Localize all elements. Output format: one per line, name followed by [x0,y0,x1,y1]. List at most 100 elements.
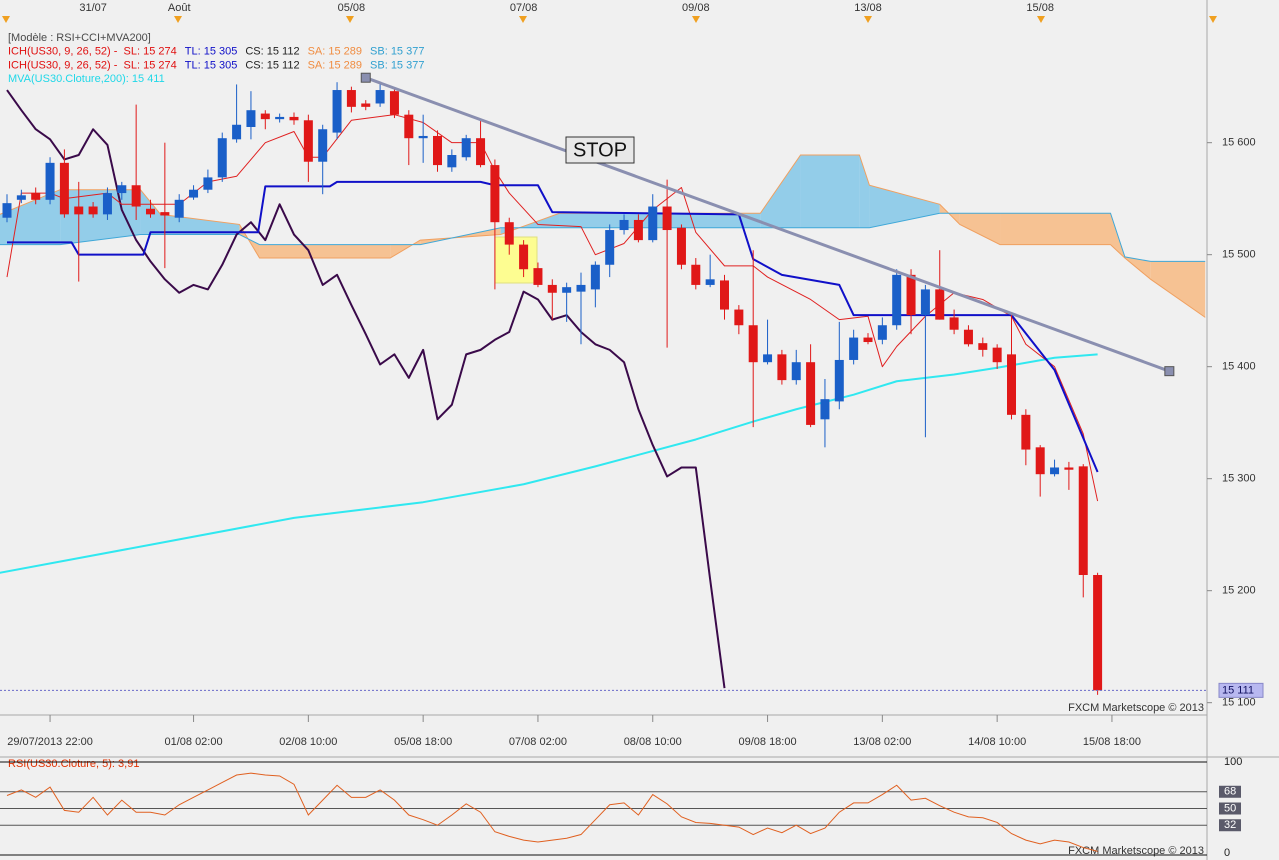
legend-entry: CS: 15 112 [245,46,299,58]
legend-entry: ICH(US30, 9, 26, 52) - SL: 15 274 [8,46,177,58]
candle-body [619,219,629,231]
y-tick-label: 15 600 [1222,137,1256,149]
candle-body [676,227,686,265]
candle-body [849,337,859,360]
candle-body [791,362,801,381]
legend-entry: [Modèle : RSI+CCI+MVA200] [8,32,151,44]
day-marker [346,16,354,23]
x-tick-label: 05/08 18:00 [394,736,452,748]
candle-body [246,110,256,127]
candle-body [1050,467,1060,475]
day-marker [864,16,872,23]
last-price-label: 15 111 [1222,684,1254,696]
y-tick-label: 15 300 [1222,473,1256,485]
x-tick-label: 13/08 02:00 [853,736,911,748]
date-label: 05/08 [338,2,366,14]
candle-body [174,199,184,218]
day-marker [1037,16,1045,23]
candle-body [533,268,543,285]
legend-row: ICH(US30, 9, 26, 52) - SL: 15 274 TL: 15 … [8,46,424,58]
candle-body [992,347,1002,363]
candle-body [820,399,830,420]
rsi-tick-label: 50 [1224,802,1236,814]
candle-body [332,90,342,133]
legend-entry: CS: 15 112 [245,59,299,71]
candle-body [777,354,787,381]
day-marker [2,16,10,23]
date-label: 09/08 [682,2,710,14]
candle-body [189,189,199,198]
y-tick-label: 15 400 [1222,361,1256,373]
candle-body [260,113,270,120]
candle-body [963,329,973,345]
y-tick-label: 15 500 [1222,249,1256,261]
x-tick-label: 15/08 18:00 [1083,736,1141,748]
day-marker [519,16,527,23]
x-tick-label: 09/08 18:00 [738,736,796,748]
x-tick-label: 07/08 02:00 [509,736,567,748]
candle-body [447,155,457,168]
candle-body [763,354,773,363]
rsi-level-box [1219,785,1241,798]
cloud-segment [869,185,940,228]
legend-entry: TL: 15 305 [185,59,238,71]
candle-body [74,206,84,215]
candle-body [2,203,12,218]
candle-body [748,325,758,363]
overlays: 31/07 Août 05/08 07/08 09/08 13/08 15/08 [0,2,1207,691]
candle-body [88,206,98,215]
candle-body [1007,354,1016,415]
candle-body [691,264,701,285]
trendline-handle [360,72,371,83]
stop-text: STOP [573,139,627,161]
candle-body [576,284,586,292]
rsi-tick-label: 32 [1224,819,1236,831]
candle-body [806,362,816,425]
candle-body [949,317,959,330]
candle-body [1093,575,1103,691]
legend: [Modèle : RSI+CCI+MVA200] ICH(US30, 9, 26… [8,32,424,85]
candle-body [834,359,844,402]
chikou-line [6,89,726,689]
candle-body [232,124,242,140]
cloud-segment [259,244,391,259]
legend-row: ICH(US30, 9, 26, 52) - SL: 15 274 TL: 15 … [8,59,424,71]
candle-body [1021,414,1031,450]
last-price-box [1218,682,1264,698]
candle-body [1035,447,1045,475]
cloud-segment [859,155,870,228]
candle-body [892,274,902,326]
cloud-segment [1000,213,1111,245]
candle-body [605,230,615,265]
legend-entry: ICH(US30, 9, 26, 52) - SL: 15 274 [8,59,177,71]
legend-entry: SA: 15 289 [308,46,362,58]
legend-entry: SB: 15 377 [370,46,424,58]
cloud-segment [1150,261,1206,318]
x-tick-label: 08/08 10:00 [624,736,682,748]
candle-body [978,343,988,350]
stop-label: STOP [565,136,635,164]
date-label: 07/08 [510,2,538,14]
trendline-handle [1164,366,1175,377]
trendline [365,76,1170,373]
candle-body [720,280,729,310]
candle-body [1078,466,1088,575]
candle-body [160,212,170,216]
y-tick-label: 15 200 [1222,585,1256,597]
cloud [0,154,1206,318]
x-tick-label: 29/07/2013 22:00 [7,736,93,748]
candle-body [361,103,371,107]
y-tick-label: 15 100 [1222,697,1256,709]
candle-body [935,289,945,320]
candle-body [217,138,227,178]
candle-body [476,138,486,166]
candle-body [734,309,744,326]
cloud-segment [760,155,801,228]
candle-body [863,337,873,343]
candle-body [31,193,41,200]
rsi-level-box [1219,819,1241,832]
day-marker [1209,16,1217,23]
candle-body [418,135,428,139]
x-tick-label: 02/08 10:00 [279,736,337,748]
